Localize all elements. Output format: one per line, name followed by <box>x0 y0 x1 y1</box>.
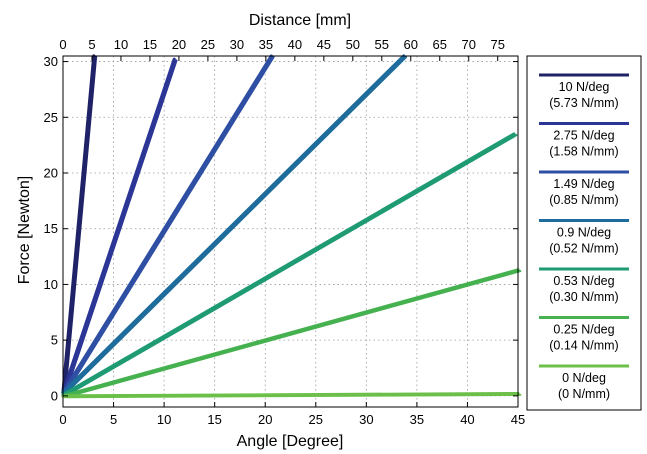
legend-sublabel: (0.52 N/mm) <box>549 242 618 256</box>
legend-box <box>526 55 642 411</box>
bottom-axis-title: Angle [Degree] <box>237 433 344 450</box>
series-line <box>61 54 407 395</box>
series-stroke <box>61 57 176 395</box>
x2-tick-label: 15 <box>143 37 157 52</box>
x2-tick-label: 45 <box>317 37 331 52</box>
legend-sublabel: (0.30 N/mm) <box>549 290 618 304</box>
series-line <box>61 57 178 395</box>
x2-tick-label: 50 <box>346 37 360 52</box>
legend-label: 0.9 N/deg <box>557 226 611 240</box>
series-line <box>61 54 275 395</box>
series-stroke-return <box>64 56 407 395</box>
legend-sublabel: (5.73 N/mm) <box>549 96 618 110</box>
x-tick-label: 35 <box>410 412 424 427</box>
plot-frame <box>62 55 519 408</box>
series-stroke-return <box>64 56 275 395</box>
series-stroke <box>61 54 96 395</box>
series-line <box>61 132 518 397</box>
legend-label: 10 N/deg <box>559 80 610 94</box>
grid <box>63 56 518 407</box>
x2-tick-label: 65 <box>433 37 447 52</box>
x2-tick-label: 75 <box>490 37 504 52</box>
y-tick-label: 30 <box>44 54 58 69</box>
legend-label: 2.75 N/deg <box>553 129 614 143</box>
x-tick-label: 25 <box>309 412 323 427</box>
x2-tick-label: 70 <box>461 37 475 52</box>
ticks: 0 5 10 15 20 25 30 35 40 450 5 10 15 20 25 30 35 40 45 50 55… <box>44 37 526 427</box>
series-stroke <box>61 392 520 398</box>
series-line <box>61 392 522 399</box>
legend-label: 1.49 N/deg <box>553 177 614 191</box>
legend-sublabel: (0.85 N/mm) <box>549 193 618 207</box>
x-tick-label: 20 <box>258 412 272 427</box>
x2-tick-label: 35 <box>259 37 273 52</box>
legend-label: 0.25 N/deg <box>553 323 614 337</box>
y-tick-label: 0 <box>51 388 58 403</box>
y-tick-label: 5 <box>51 333 58 348</box>
x-tick-label: 5 <box>110 412 117 427</box>
y-tick-label: 25 <box>44 110 58 125</box>
x2-tick-label: 0 <box>59 37 66 52</box>
x-tick-label: 10 <box>157 412 171 427</box>
legend: 10 N/deg (5.73 N/mm) 2.75 N/deg (1.58 N/mm)… <box>526 55 642 411</box>
series-stroke-return <box>64 56 98 395</box>
y-tick-label: 15 <box>44 221 58 236</box>
legend-sublabel: (0 N/mm) <box>558 387 610 401</box>
legend-label: 0 N/deg <box>562 371 606 385</box>
x2-tick-label: 55 <box>375 37 389 52</box>
series-line <box>61 268 522 399</box>
series-group <box>61 54 522 399</box>
x2-tick-label: 60 <box>404 37 418 52</box>
series-stroke <box>61 54 406 395</box>
x2-tick-label: 40 <box>288 37 302 52</box>
x-tick-label: 45 <box>511 412 525 427</box>
y-tick-label: 10 <box>44 277 58 292</box>
x2-tick-label: 10 <box>114 37 128 52</box>
x2-tick-label: 30 <box>230 37 244 52</box>
y-axis-title: Force [Newton] <box>16 176 33 284</box>
x-tick-label: 0 <box>59 412 66 427</box>
legend-sublabel: (0.14 N/mm) <box>549 339 618 353</box>
x-tick-label: 40 <box>460 412 474 427</box>
series-stroke <box>61 132 516 397</box>
series-stroke <box>61 54 273 395</box>
x2-tick-label: 5 <box>88 37 95 52</box>
legend-sublabel: (1.58 N/mm) <box>549 145 618 159</box>
series-stroke <box>61 268 520 398</box>
series-stroke-return <box>64 270 522 399</box>
x-tick-label: 30 <box>359 412 373 427</box>
legend-label: 0.53 N/deg <box>553 274 614 288</box>
top-axis-title: Distance [mm] <box>249 12 351 29</box>
y-tick-label: 20 <box>44 166 58 181</box>
x2-tick-label: 25 <box>201 37 215 52</box>
series-stroke-return <box>64 393 522 399</box>
x2-tick-label: 20 <box>172 37 186 52</box>
x-tick-label: 15 <box>207 412 221 427</box>
series-stroke-return <box>64 134 518 397</box>
series-stroke-return <box>64 59 178 395</box>
series-line <box>61 54 98 395</box>
